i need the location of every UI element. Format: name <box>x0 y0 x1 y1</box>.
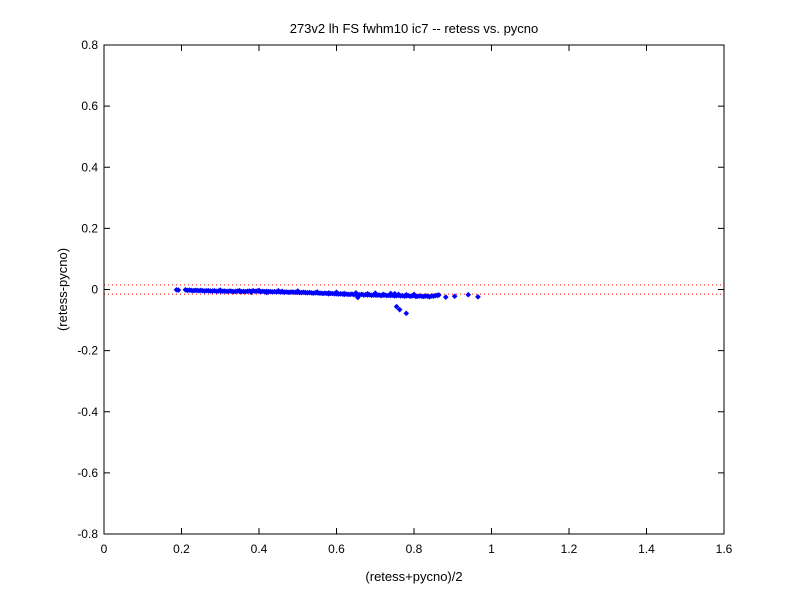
x-tick-label: 0.2 <box>173 542 190 556</box>
data-point <box>279 288 286 295</box>
data-point <box>364 290 371 297</box>
data-point <box>302 289 309 296</box>
data-point <box>314 289 320 295</box>
data-point <box>275 287 282 294</box>
data-point <box>475 294 481 300</box>
data-point <box>294 288 301 294</box>
y-tick-label: 0.2 <box>81 221 98 235</box>
y-axis-ticks: -0.8 -0.6 -0.4 -0.2 0 0.2 0.4 0.6 0.8 <box>77 38 724 541</box>
data-point <box>341 290 348 297</box>
data-point <box>395 291 402 298</box>
data-point <box>396 306 403 313</box>
y-tick-label: 0.8 <box>81 38 98 52</box>
data-point <box>248 289 255 296</box>
data-point <box>393 303 400 310</box>
data-point <box>236 287 243 294</box>
data-point <box>435 292 442 298</box>
y-tick-label: -0.6 <box>77 466 98 480</box>
data-points <box>173 286 481 317</box>
data-point <box>403 310 410 317</box>
x-axis-ticks: 0 0.2 0.4 0.6 0.8 1 1.2 1.4 1.6 <box>101 45 733 556</box>
y-tick-label: -0.8 <box>77 527 98 541</box>
y-tick-label: 0.4 <box>81 160 98 174</box>
x-tick-label: 0.4 <box>251 542 268 556</box>
y-tick-label: -0.4 <box>77 405 98 419</box>
data-point <box>380 291 386 298</box>
data-point <box>333 289 340 296</box>
data-point <box>411 291 417 298</box>
data-point <box>387 290 394 297</box>
y-tick-label: 0.6 <box>81 99 98 113</box>
data-point <box>325 290 332 296</box>
data-point <box>465 291 472 298</box>
data-point <box>175 287 182 293</box>
data-point <box>403 291 410 298</box>
data-point <box>217 287 224 293</box>
y-axis-label: (retess-pycno) <box>55 248 70 331</box>
data-point <box>256 287 262 294</box>
data-point <box>451 293 458 300</box>
x-axis-label: (retess+pycno)/2 <box>365 569 462 584</box>
y-tick-label: -0.2 <box>77 344 98 358</box>
reference-lines <box>104 284 724 295</box>
x-tick-label: 0.6 <box>328 542 345 556</box>
data-point <box>353 290 359 296</box>
x-tick-label: 0.8 <box>406 542 423 556</box>
x-tick-label: 0 <box>101 542 108 556</box>
x-tick-label: 1.2 <box>561 542 578 556</box>
data-point <box>354 294 361 301</box>
x-tick-label: 1 <box>488 542 495 556</box>
data-point <box>372 290 379 296</box>
x-tick-label: 1.4 <box>638 542 655 556</box>
data-point <box>263 289 270 296</box>
chart-title: 273v2 lh FS fwhm10 ic7 -- retess vs. pyc… <box>290 21 539 36</box>
data-point <box>442 294 449 300</box>
x-tick-label: 1.6 <box>716 542 733 556</box>
y-tick-label: 0 <box>91 283 98 297</box>
